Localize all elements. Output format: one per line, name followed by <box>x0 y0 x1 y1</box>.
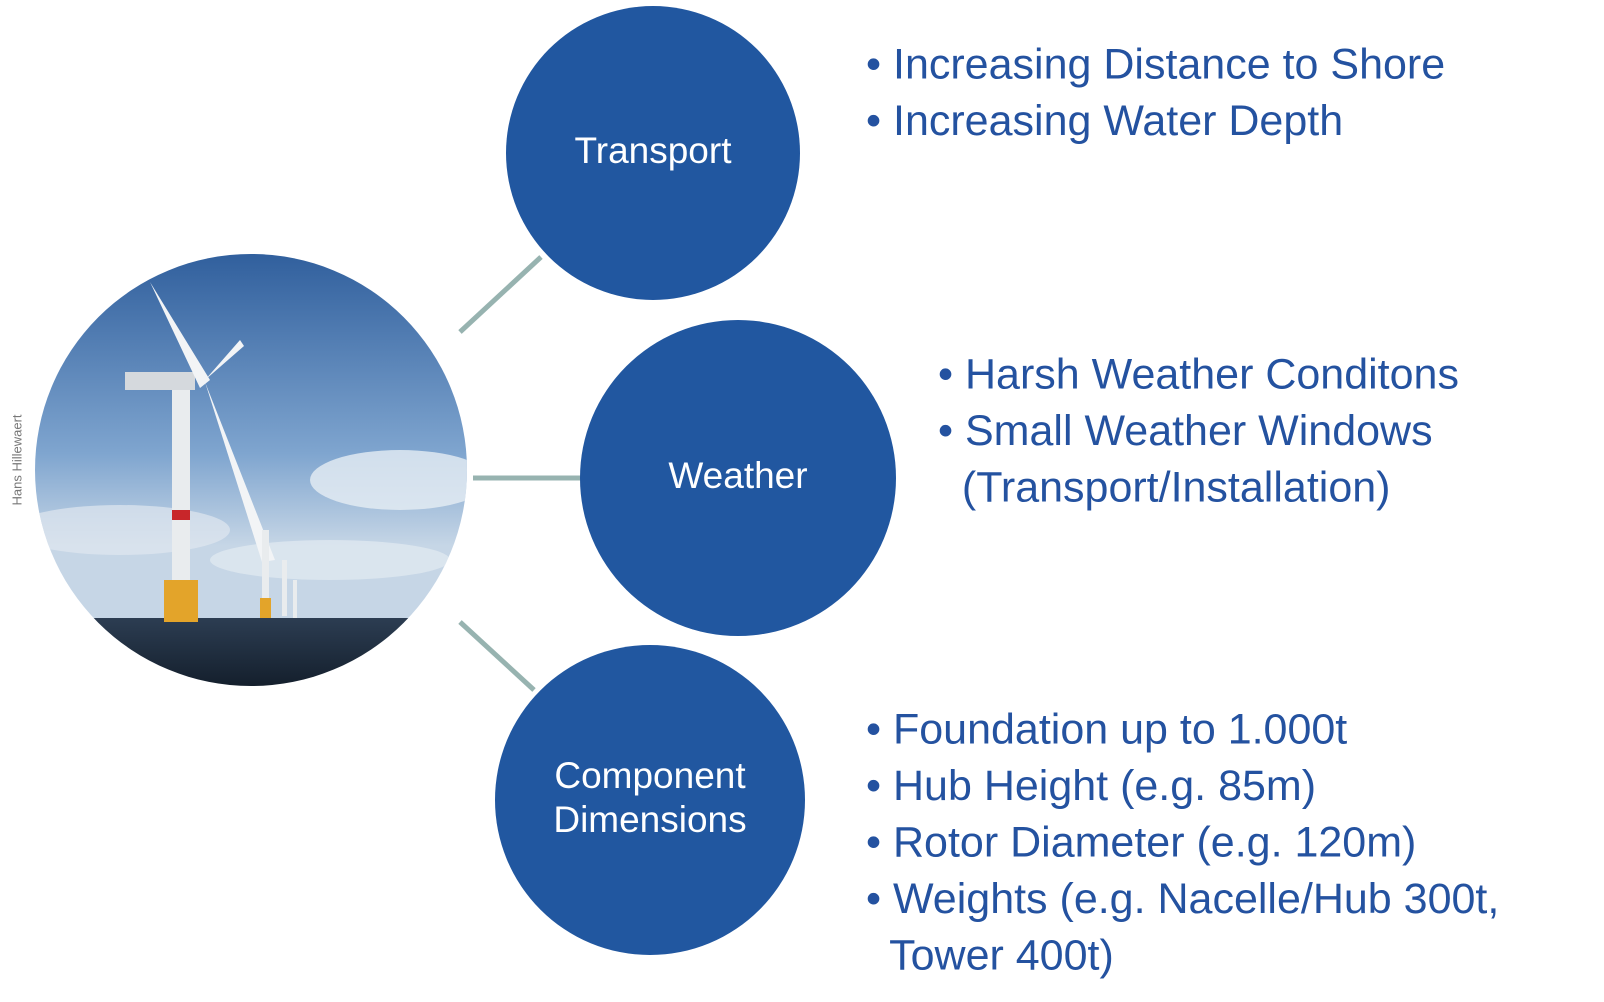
slide: Hans Hillewaert Transport • Increasing Di… <box>0 0 1604 1002</box>
bullet-line: • Foundation up to 1.000t <box>866 705 1347 753</box>
connectors <box>460 257 581 690</box>
connector <box>460 257 541 332</box>
bullet-line: • Small Weather Windows <box>938 407 1433 455</box>
bullet-line: • Hub Height (e.g. 85m) <box>866 762 1316 810</box>
bullet-line: • Increasing Distance to Shore <box>866 40 1445 88</box>
node-label: Dimensions <box>553 799 746 840</box>
photo <box>10 250 490 698</box>
bullet-line: • Increasing Water Depth <box>866 97 1343 145</box>
node-label: Component <box>554 755 746 796</box>
bullet-line: • Harsh Weather Conditons <box>938 350 1459 398</box>
nodes: Transport • Increasing Distance to Shore •… <box>495 6 1499 979</box>
photo-credit: Hans Hillewaert <box>9 414 24 505</box>
connector <box>460 622 534 690</box>
bullet-line: • Weights (e.g. Nacelle/Hub 300t, <box>866 875 1499 923</box>
node-label: Transport <box>575 130 733 171</box>
bullet-line: Tower 400t) <box>866 931 1114 979</box>
bullet-line: (Transport/Installation) <box>938 463 1390 511</box>
node-label: Weather <box>668 455 807 496</box>
bullet-line: • Rotor Diameter (e.g. 120m) <box>866 818 1416 866</box>
